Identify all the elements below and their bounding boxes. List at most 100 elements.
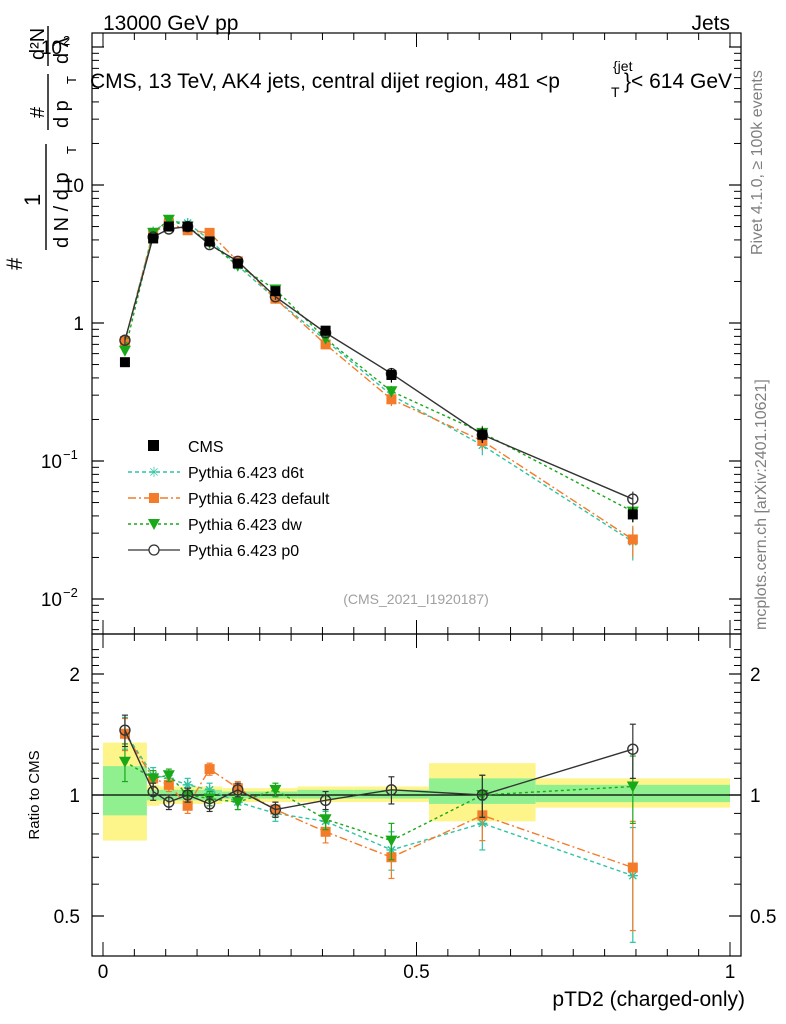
plot-title-sup: {jet bbox=[613, 58, 633, 74]
point-default bbox=[204, 227, 215, 238]
legend-label-d6t: Pythia 6.423 d6t bbox=[188, 465, 304, 482]
ratio-point-dw bbox=[162, 770, 175, 782]
point-data bbox=[477, 429, 488, 440]
ylabel-part-hash1: # bbox=[2, 257, 27, 270]
point-default bbox=[386, 394, 397, 405]
ylabel-part-denom: d N / d p bbox=[51, 172, 73, 248]
main-y-tick-label: 10 bbox=[41, 38, 62, 59]
point-data bbox=[163, 221, 174, 232]
main-y-tick-label: 10 bbox=[41, 452, 62, 473]
point-data bbox=[232, 258, 243, 269]
ratio-point-p0 bbox=[627, 743, 639, 755]
main-y-tick-exponent: −1 bbox=[63, 447, 78, 462]
ratio-point-default bbox=[163, 779, 174, 790]
ratio-point-default bbox=[627, 862, 638, 873]
legend-marker-p0 bbox=[148, 544, 160, 556]
plot-title: CMS, 13 TeV, AK4 jets, central dijet reg… bbox=[90, 70, 560, 93]
analysis-id-label: (CMS_2021_I1920187) bbox=[343, 591, 489, 607]
point-data bbox=[270, 286, 281, 297]
legend-marker-cms bbox=[148, 440, 159, 451]
legend-label-dw: Pythia 6.423 dw bbox=[188, 517, 302, 534]
plot-title-sub: T bbox=[611, 84, 620, 100]
mcplots-label: mcplots.cern.ch [arXiv:2401.10621] bbox=[753, 379, 770, 630]
point-data bbox=[320, 325, 331, 336]
point-dw bbox=[385, 386, 398, 398]
series-line-dw bbox=[124, 218, 634, 513]
legend-entry-d6t: ✳ Pythia 6.423 d6t bbox=[128, 465, 304, 482]
ratio-point-dw bbox=[118, 756, 131, 768]
series-data bbox=[119, 221, 638, 523]
ratio-series-layer bbox=[118, 714, 639, 943]
point-dw bbox=[162, 214, 175, 226]
rivet-version-label: Rivet 4.1.0, ≥ 100k events bbox=[749, 70, 766, 255]
point-dw bbox=[147, 227, 160, 239]
ratio-point-dw bbox=[319, 814, 332, 826]
ratio-y-tick-label: 1 bbox=[69, 786, 80, 807]
point-p0 bbox=[627, 493, 639, 505]
ratio-point-p0 bbox=[476, 789, 489, 801]
legend-marker-d6t: ✳ bbox=[148, 465, 160, 481]
legend-marker-dw bbox=[148, 519, 160, 530]
main-y-tick-exponent: 2 bbox=[63, 33, 70, 48]
x-tick-label: 0.5 bbox=[403, 962, 429, 983]
legend-label-cms: CMS bbox=[188, 439, 224, 456]
ylabel-part-dlambda: d λ bbox=[51, 37, 73, 64]
legend-marker-default bbox=[149, 493, 159, 503]
main-y-tick-label: 10 bbox=[41, 590, 62, 611]
point-data bbox=[627, 509, 638, 520]
plot-title-main: CMS, 13 TeV, AK4 jets, central dijet reg… bbox=[90, 70, 560, 93]
point-data bbox=[119, 357, 130, 368]
ratio-point-p0 bbox=[319, 794, 332, 807]
legend-label-default: Pythia 6.423 default bbox=[188, 491, 330, 508]
ratio-point-default bbox=[204, 764, 215, 775]
ylabel-part-d2N: d²N bbox=[27, 28, 49, 60]
ratio-point-p0 bbox=[163, 796, 175, 808]
ylabel-part-T1: T bbox=[64, 146, 79, 154]
ratio-point-p0 bbox=[269, 803, 282, 816]
point-default bbox=[627, 534, 638, 545]
point-data bbox=[148, 233, 159, 244]
main-y-axis-label: # 1 d N / d p T # d p T d²N d λ bbox=[2, 26, 79, 270]
x-axis-label: pTD2 (charged-only) bbox=[552, 988, 745, 1011]
ylabel-part-T2: T bbox=[64, 76, 79, 84]
ratio-point-p0 bbox=[232, 784, 244, 796]
ratio-point-dw bbox=[269, 784, 282, 796]
ratio-point-p0 bbox=[147, 785, 159, 798]
ratio-line-default bbox=[124, 733, 634, 869]
ratio-point-default bbox=[182, 800, 193, 811]
series-line-p0 bbox=[124, 225, 634, 500]
ratio-ticks: 0.5 0.5 1 1 2 2 0 0.5 1 bbox=[54, 634, 776, 983]
legend-label-p0: Pythia 6.423 p0 bbox=[188, 543, 299, 560]
legend-entry-p0: Pythia 6.423 p0 bbox=[128, 543, 299, 560]
main-y-tick-exponent: −2 bbox=[63, 585, 78, 600]
energy-label: 13000 GeV pp bbox=[103, 12, 238, 35]
ratio-y-tick-label-right: 1 bbox=[750, 786, 761, 807]
point-data bbox=[204, 236, 215, 247]
ratio-y-tick-label-right: 0.5 bbox=[750, 907, 776, 928]
ratio-y-tick-label: 2 bbox=[69, 665, 80, 686]
legend: CMS ✳ Pythia 6.423 d6t Pythia 6.423 defa… bbox=[128, 439, 330, 560]
ylabel-part-one: 1 bbox=[20, 194, 45, 206]
ratio-point-p0 bbox=[385, 784, 398, 796]
point-p0 bbox=[119, 334, 131, 346]
legend-entry-cms: CMS bbox=[148, 439, 224, 456]
ratio-series-d6t bbox=[119, 716, 638, 943]
main-y-tick-label: 10 bbox=[63, 176, 84, 197]
ylabel-part-dp: d p bbox=[51, 100, 73, 128]
ratio-point-dw bbox=[147, 773, 160, 785]
x-tick-label: 1 bbox=[725, 962, 736, 983]
ylabel-part-hash2: # bbox=[27, 106, 49, 118]
ratio-point-p0 bbox=[119, 724, 131, 736]
point-dw bbox=[118, 345, 131, 357]
plot-title-end: }< 614 GeV bbox=[624, 70, 732, 93]
point-data bbox=[386, 369, 397, 380]
ratio-y-axis-label: Ratio to CMS bbox=[26, 750, 43, 839]
ratio-point-dw bbox=[385, 835, 398, 847]
ratio-series-p0 bbox=[119, 714, 639, 818]
ratio-plot-panel: 0.5 0.5 1 1 2 2 0 0.5 1 bbox=[54, 633, 776, 983]
ratio-series-default bbox=[119, 717, 638, 932]
ratio-point-default bbox=[320, 826, 331, 837]
